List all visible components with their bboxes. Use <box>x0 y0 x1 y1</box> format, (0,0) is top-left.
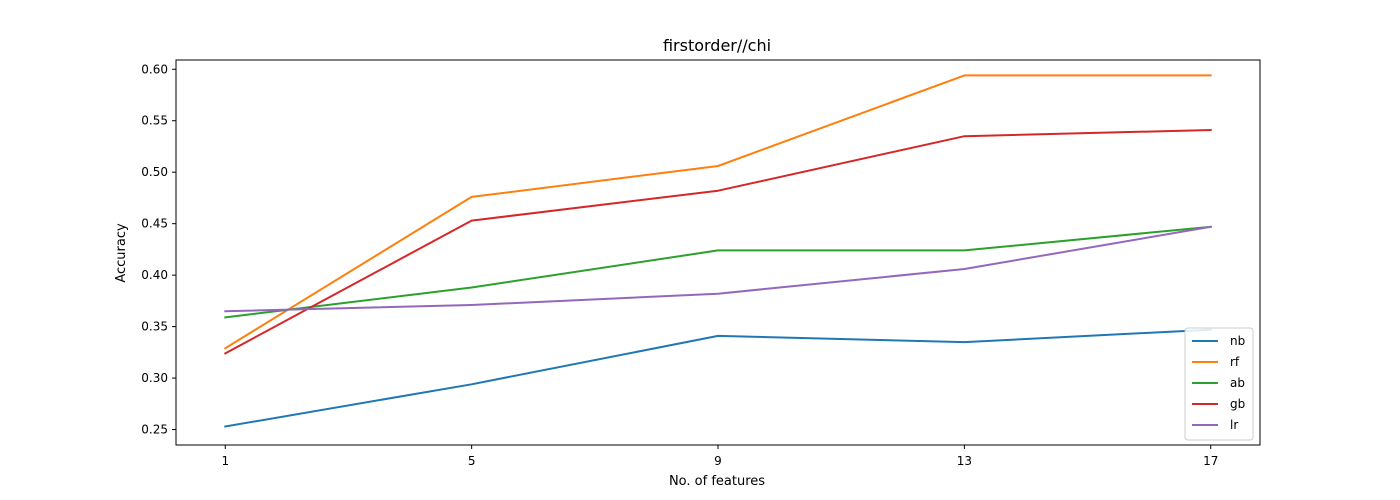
y-tick-label: 0.45 <box>141 217 168 231</box>
x-tick-label: 13 <box>957 454 972 468</box>
x-tick-label: 9 <box>714 454 722 468</box>
legend-box <box>1184 327 1254 441</box>
series-line-nb <box>224 328 1212 428</box>
y-tick-label: 0.50 <box>141 165 168 179</box>
y-tick-label: 0.25 <box>141 423 168 437</box>
y-axis-label: Accuracy <box>114 223 129 283</box>
series-line-ab <box>224 225 1212 319</box>
legend: nb rf ab gb lr <box>1184 327 1254 441</box>
series-layer <box>223 74 1212 428</box>
y-tick-label: 0.60 <box>141 62 168 76</box>
x-axis-ticks: 1 5 9 13 17 <box>221 445 1218 468</box>
x-tick-label: 5 <box>468 454 476 468</box>
legend-label-ab: ab <box>1230 376 1245 390</box>
series-line-lr <box>224 225 1212 313</box>
y-tick-label: 0.35 <box>141 320 168 334</box>
x-tick-label: 1 <box>221 454 229 468</box>
y-tick-label: 0.55 <box>141 114 168 128</box>
y-tick-label: 0.40 <box>141 268 168 282</box>
legend-label-nb: nb <box>1230 334 1245 348</box>
chart-title: firstorder//chi <box>663 36 771 55</box>
legend-label-gb: gb <box>1230 397 1245 411</box>
x-tick-label: 17 <box>1203 454 1218 468</box>
legend-label-lr: lr <box>1230 418 1238 432</box>
legend-label-rf: rf <box>1230 355 1240 369</box>
plot-frame <box>175 59 1261 446</box>
x-axis-label: No. of features <box>669 474 765 489</box>
series-line-gb <box>223 128 1212 355</box>
y-axis-ticks: 0.25 0.30 0.35 0.40 0.45 0.50 0.55 0.60 <box>141 62 176 437</box>
y-tick-label: 0.30 <box>141 371 168 385</box>
series-line-rf <box>223 74 1212 350</box>
